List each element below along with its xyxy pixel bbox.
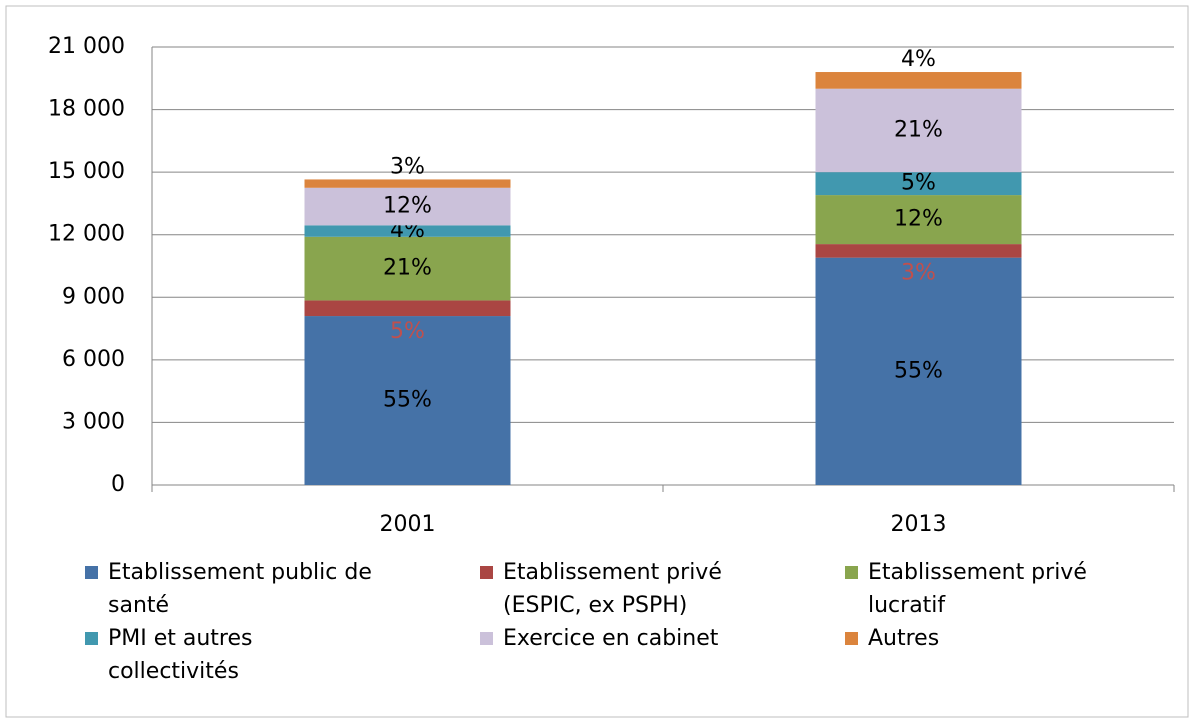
bar-segment bbox=[815, 88, 1022, 173]
frame bbox=[5, 5, 1189, 718]
bar-segment bbox=[815, 257, 1022, 485]
y-tick-label: 15 000 bbox=[48, 159, 125, 184]
bar-segment bbox=[304, 187, 511, 226]
data-label: 21% bbox=[383, 256, 432, 281]
bar-segment bbox=[304, 225, 511, 237]
legend-label: Etablissement public de santé bbox=[108, 560, 372, 618]
bar-segment bbox=[815, 72, 1022, 89]
legend-swatch bbox=[85, 632, 98, 645]
data-label: 55% bbox=[894, 358, 943, 383]
data-label: 12% bbox=[894, 207, 943, 232]
legend-item: Etablissement privé lucratif bbox=[845, 556, 1145, 622]
legend-label: Exercice en cabinet bbox=[503, 626, 719, 651]
data-label: 3% bbox=[901, 261, 936, 286]
legend-label: Autres bbox=[868, 626, 940, 651]
x-tick-label: 2013 bbox=[891, 512, 947, 537]
legend-item: PMI et autres collectivités bbox=[85, 622, 385, 688]
bar-segment bbox=[304, 179, 511, 188]
legend-label: Etablissement privé (ESPIC, ex PSPH) bbox=[503, 560, 722, 618]
legend-label: Etablissement privé lucratif bbox=[868, 560, 1087, 618]
bar-segment bbox=[304, 316, 511, 485]
y-tick-label: 9 000 bbox=[62, 284, 125, 309]
y-tick-label: 21 000 bbox=[48, 34, 125, 59]
data-label: 55% bbox=[383, 388, 432, 413]
bar-segment bbox=[815, 244, 1022, 258]
legend-item: Exercice en cabinet bbox=[480, 622, 780, 655]
data-label: 5% bbox=[901, 171, 936, 196]
legend-item: Etablissement public de santé bbox=[85, 556, 385, 622]
data-label: 3% bbox=[390, 154, 425, 179]
legend-swatch bbox=[480, 566, 493, 579]
data-label: 5% bbox=[390, 319, 425, 344]
bar-segment bbox=[815, 172, 1022, 196]
bar-segment bbox=[304, 300, 511, 317]
legend-label: PMI et autres collectivités bbox=[108, 626, 253, 684]
y-tick-label: 12 000 bbox=[48, 222, 125, 247]
y-tick-label: 18 000 bbox=[48, 97, 125, 122]
y-tick-label: 3 000 bbox=[62, 409, 125, 434]
data-label: 4% bbox=[901, 47, 936, 72]
legend-swatch bbox=[845, 632, 858, 645]
legend-item: Etablissement privé (ESPIC, ex PSPH) bbox=[480, 556, 780, 622]
legend-swatch bbox=[845, 566, 858, 579]
bar-segment bbox=[815, 195, 1022, 245]
x-tick-label: 2001 bbox=[380, 512, 436, 537]
data-label: 21% bbox=[894, 117, 943, 142]
y-tick-label: 6 000 bbox=[62, 347, 125, 372]
data-label: 12% bbox=[383, 194, 432, 219]
y-tick-label: 0 bbox=[111, 472, 125, 497]
legend-swatch bbox=[85, 566, 98, 579]
legend-item: Autres bbox=[845, 622, 1145, 655]
legend-swatch bbox=[480, 632, 493, 645]
bar-segment bbox=[304, 236, 511, 301]
